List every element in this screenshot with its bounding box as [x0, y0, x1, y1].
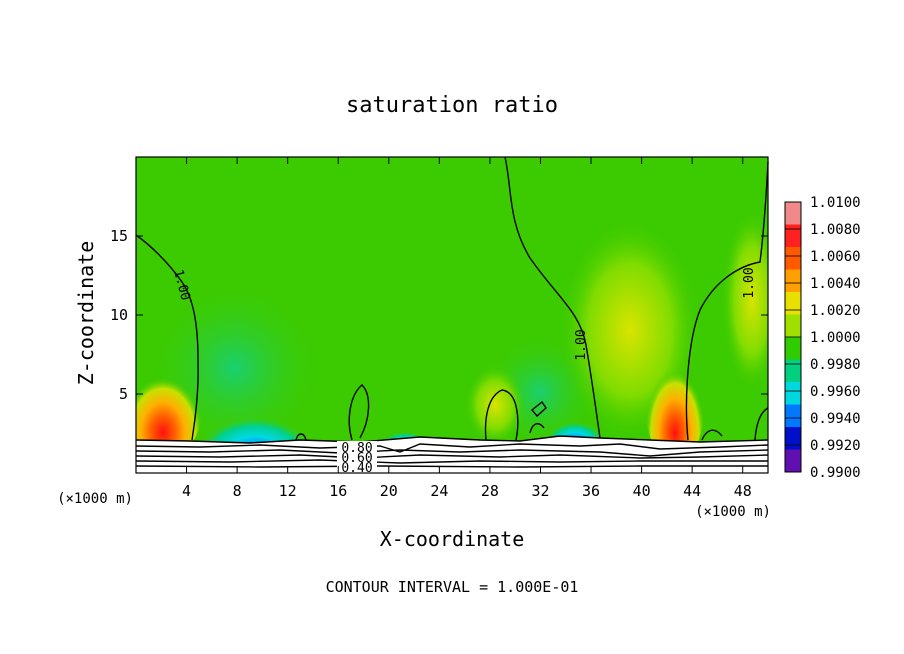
contour-line: [135, 234, 199, 441]
colorbar-swatch: [785, 337, 801, 360]
x-tick-label: 20: [380, 482, 398, 500]
contour-line: [531, 400, 547, 418]
y-axis-label: Z-coordinate: [74, 241, 98, 386]
contour-label: 0.40: [341, 461, 372, 476]
x-tick-label: 44: [683, 482, 701, 500]
colorbar-swatch: [785, 292, 801, 315]
contour-label: 1.00: [574, 329, 589, 360]
contour-line: [135, 435, 769, 444]
colorbar-swatch: [785, 427, 801, 450]
x-tick-label: 28: [481, 482, 499, 500]
colorbar-label: 1.0040: [810, 276, 861, 292]
contour-label: 0.60: [341, 451, 372, 466]
warm-region-mid: [465, 365, 525, 445]
contour-line: [135, 465, 768, 468]
colorbar-label: 1.0000: [810, 330, 861, 346]
x-tick-label: 4: [182, 482, 191, 500]
x-tick-label: 32: [531, 482, 549, 500]
colorbar-label: 1.0020: [810, 303, 861, 319]
colorbar-swatch: [785, 269, 801, 292]
contour-line: [135, 443, 769, 453]
contour-line: [348, 384, 370, 441]
contour-line: [529, 423, 545, 434]
heatmap-field: [136, 157, 768, 473]
x-axis: 4 8 12 16 20 24 28 32 36 40 44 48: [182, 157, 752, 500]
colorbar-label: 0.9900: [810, 465, 861, 481]
colorbar-swatch: [785, 202, 801, 225]
colorbar-swatch: [785, 382, 801, 405]
y-tick-label: 5: [119, 385, 128, 403]
contour-line: [685, 161, 769, 441]
x-tick-label: 16: [329, 482, 347, 500]
contour-label: 1.00: [742, 267, 757, 298]
x-axis-unit: (×1000 m): [695, 504, 771, 520]
colorbar-swatch: [785, 247, 801, 270]
colorbar-swatch: [785, 449, 801, 472]
z-axis-unit: (×1000 m): [57, 491, 133, 507]
colorbar-label: 1.0060: [810, 249, 861, 265]
colorbar-swatch: [785, 224, 801, 247]
warm-region-far-right: [722, 210, 768, 390]
y-tick-label: 15: [110, 227, 128, 245]
colorbar-label: 0.9940: [810, 411, 861, 427]
x-tick-label: 8: [233, 482, 242, 500]
y-axis: 5 10 15: [110, 227, 768, 403]
x-tick-label: 24: [430, 482, 448, 500]
contour-line: [135, 449, 769, 457]
contour-line: [135, 454, 769, 459]
x-tick-label: 48: [734, 482, 752, 500]
contour-line: [701, 429, 723, 441]
contour-interval-note: CONTOUR INTERVAL = 1.000E-01: [326, 578, 579, 596]
boundary-layer: [136, 436, 768, 473]
colorbar: 1.0100 1.0080 1.0060 1.0040 1.0020 1.0000 0.99…: [784, 195, 861, 481]
x-tick-label: 36: [582, 482, 600, 500]
x-axis-label: X-coordinate: [380, 527, 525, 551]
contour-line: [484, 389, 519, 441]
colorbar-label: 0.9980: [810, 357, 861, 373]
contour-line: [135, 459, 768, 464]
contour-line: [754, 407, 769, 441]
contour-label: 0.80: [341, 441, 372, 456]
contour-line: [295, 433, 307, 441]
y-tick-label: 10: [110, 306, 128, 324]
contour-label-group: 1.00 1.00 1.00 0.80 0.60 0.40: [170, 267, 757, 476]
x-tick-label: 40: [633, 482, 651, 500]
colorbar-swatch: [785, 404, 801, 427]
hot-region-left: [136, 350, 203, 460]
colorbar-label: 0.9960: [810, 384, 861, 400]
chart-title: saturation ratio: [346, 93, 558, 118]
contour-line: [504, 156, 601, 439]
contour-lines: [135, 156, 769, 468]
colorbar-label: 1.0100: [810, 195, 861, 211]
x-tick-label: 12: [279, 482, 297, 500]
colorbar-swatch: [785, 314, 801, 337]
hot-region-right: [645, 340, 705, 464]
colorbar-label: 0.9920: [810, 438, 861, 454]
colorbar-label: 1.0080: [810, 222, 861, 238]
colorbar-swatch: [785, 359, 801, 382]
